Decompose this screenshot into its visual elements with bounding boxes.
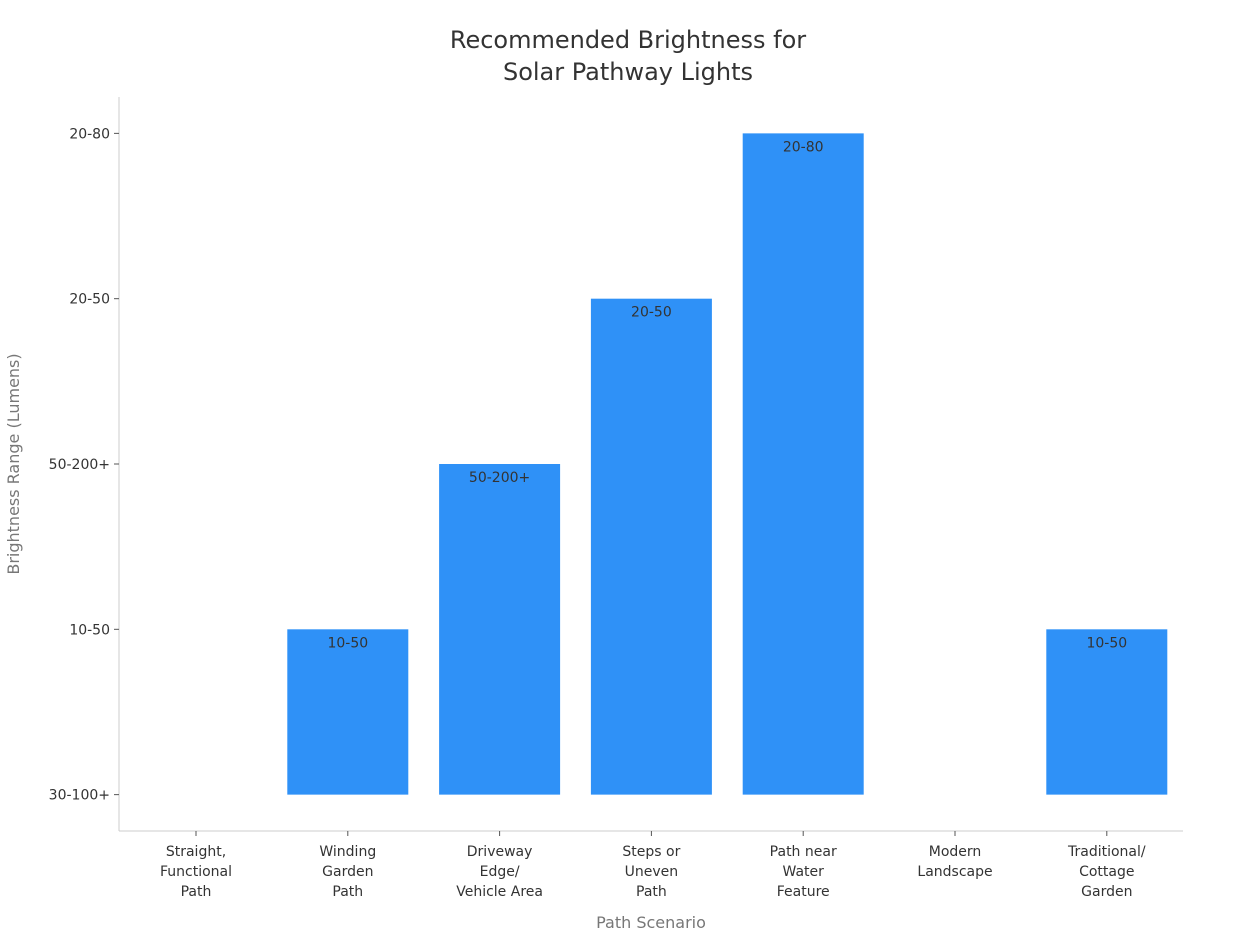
x-tick-label: Path near Water Feature [770, 844, 837, 900]
x-tick-label-line: Path [636, 884, 667, 900]
x-tick-label-line: Traditional/ [1067, 844, 1146, 860]
x-tick-label-line: Straight, [166, 844, 226, 860]
x-tick-label-line: Steps or [622, 844, 680, 860]
x-tick-label-line: Water [783, 864, 825, 880]
x-tick-label-line: Uneven [625, 864, 679, 880]
data-labels-layer: 10-50 50-200+ 20-50 20-80 10-50 [327, 139, 1127, 651]
x-tick-label-line: Modern [929, 844, 982, 860]
chart-title-line-2: Solar Pathway Lights [503, 58, 753, 86]
bars-layer [287, 133, 1168, 795]
x-tick-label-line: Vehicle Area [456, 884, 543, 900]
axes-layer: 30-100+ 10-50 50-200+ 20-50 20-80 Straight, Fu… [49, 97, 1183, 900]
x-axis-label: Path Scenario [596, 913, 706, 932]
bar [742, 133, 864, 795]
x-tick-label-line: Garden [1081, 884, 1132, 900]
bar-data-label: 20-80 [783, 139, 824, 155]
x-tick-label-line: Functional [160, 864, 232, 880]
y-tick-label: 30-100+ [49, 788, 110, 804]
y-axis-label: Brightness Range (Lumens) [4, 353, 23, 574]
x-tick-label: Steps or Uneven Path [622, 844, 680, 900]
x-tick-label: Modern Landscape [917, 844, 992, 880]
bar [1046, 629, 1168, 795]
x-tick-label-line: Path near [770, 844, 837, 860]
y-tick-label: 20-80 [69, 126, 110, 142]
x-tick-label-line: Driveway [467, 844, 533, 860]
x-tick-label-line: Path [181, 884, 212, 900]
bar [439, 464, 561, 795]
x-tick-label-line: Landscape [917, 864, 992, 880]
x-tick-label-line: Path [332, 884, 363, 900]
x-tick-label: Traditional/Cottage Garden [1067, 844, 1146, 900]
bar-data-label: 10-50 [327, 635, 368, 651]
x-tick-label-line: Winding [319, 844, 376, 860]
x-tick-label-line: Garden [322, 864, 373, 880]
x-tick-label: Driveway Edge/Vehicle Area [456, 844, 543, 900]
y-tick-label: 10-50 [69, 622, 110, 638]
bar [287, 629, 409, 795]
bar-data-label: 20-50 [631, 305, 672, 321]
bar-data-label: 50-200+ [469, 470, 530, 486]
chart-title-line-1: Recommended Brightness for [450, 26, 806, 54]
y-tick-label: 20-50 [69, 292, 110, 308]
x-tick-label-line: Cottage [1079, 864, 1134, 880]
x-tick-label-line: Feature [777, 884, 830, 900]
x-tick-label-line: Edge/ [480, 864, 520, 880]
x-tick-label: Winding Garden Path [319, 844, 376, 900]
x-tick-label: Straight, Functional Path [160, 844, 232, 900]
bar-data-label: 10-50 [1086, 635, 1127, 651]
y-tick-label: 50-200+ [49, 457, 110, 473]
bar [590, 298, 712, 795]
